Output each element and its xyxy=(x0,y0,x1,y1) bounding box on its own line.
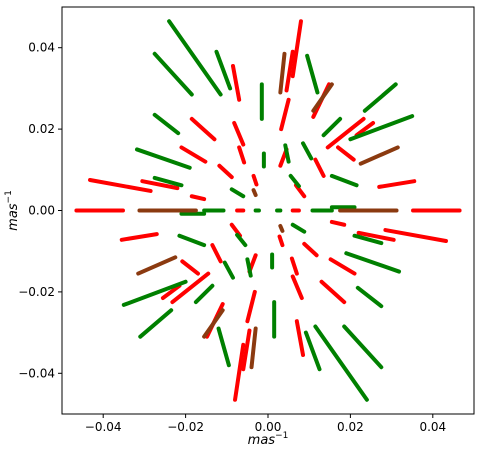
green-segment xyxy=(342,324,384,370)
red-segment xyxy=(329,219,347,227)
x-tick-label: 0.00 xyxy=(255,420,282,434)
green-segment xyxy=(305,53,320,95)
x-tick-label: −0.02 xyxy=(167,420,204,434)
green-segment xyxy=(152,112,181,136)
y-tick-label: 0.04 xyxy=(28,41,55,55)
x-axis-label: mas−1 xyxy=(248,431,289,448)
green-segment xyxy=(355,285,384,309)
green-segment xyxy=(193,283,215,305)
red-segment xyxy=(356,230,396,242)
red-segment xyxy=(189,116,217,142)
red-segment xyxy=(230,64,242,102)
red-segment xyxy=(160,283,182,301)
green-segment xyxy=(216,326,231,368)
red-segment xyxy=(140,179,180,191)
y-axis-label-exponent: −1 xyxy=(4,190,14,203)
green-segment xyxy=(283,143,291,164)
brown-segment xyxy=(311,82,334,113)
green-segment xyxy=(152,51,194,97)
red-segment xyxy=(170,271,211,305)
green-segment xyxy=(290,222,307,234)
green-segment xyxy=(214,49,233,91)
green-segment xyxy=(222,260,235,280)
green-segment xyxy=(235,232,248,248)
red-segment xyxy=(210,243,223,264)
green-segment xyxy=(121,279,188,307)
red-segment xyxy=(88,177,153,193)
red-segment xyxy=(313,157,326,178)
green-segment xyxy=(245,257,253,278)
x-tick-label: 0.04 xyxy=(419,420,446,434)
red-segment xyxy=(294,319,306,357)
red-segment xyxy=(119,232,159,242)
red-segment xyxy=(336,145,356,162)
red-segment xyxy=(289,256,299,276)
red-segment xyxy=(354,120,376,138)
red-segment xyxy=(180,259,200,276)
red-segment xyxy=(290,19,303,79)
red-segment xyxy=(277,234,285,248)
green-segment xyxy=(303,330,322,372)
brown-segment xyxy=(278,51,287,95)
y-tick-label: −0.02 xyxy=(18,285,55,299)
green-segment xyxy=(138,308,174,339)
green-segment xyxy=(344,251,402,274)
series-layer xyxy=(74,19,462,402)
red-segment xyxy=(233,342,246,402)
red-segment xyxy=(279,97,291,132)
red-segment xyxy=(232,120,246,147)
x-tick-label: −0.04 xyxy=(85,420,122,434)
brown-segment xyxy=(202,308,225,339)
green-segment xyxy=(329,173,359,188)
green-segment xyxy=(177,233,207,248)
green-segment xyxy=(134,147,192,170)
green-segment xyxy=(362,82,398,113)
y-tick-label: 0.02 xyxy=(28,122,55,136)
green-segment xyxy=(229,187,246,199)
green-segment xyxy=(348,114,415,142)
red-segment xyxy=(325,116,366,150)
brown-segment xyxy=(358,145,400,166)
red-segment xyxy=(179,145,208,164)
red-segment xyxy=(237,145,247,165)
axis-layer: −0.04 −0.02 0.00 0.02 0.04 −0.04 −0.02 0.00 0.02… xyxy=(18,41,446,434)
red-segment xyxy=(319,279,347,305)
y-tick-label: 0.00 xyxy=(28,204,55,218)
red-segment xyxy=(251,173,259,187)
red-segment xyxy=(241,328,252,372)
red-segment xyxy=(245,289,257,324)
green-segment xyxy=(313,324,369,402)
green-segment xyxy=(301,141,314,161)
y-tick-label: −0.04 xyxy=(18,366,55,380)
brown-segment xyxy=(278,223,285,233)
x-axis-label-exponent: −1 xyxy=(275,431,288,441)
green-segment xyxy=(152,175,184,188)
y-axis-label: mas−1 xyxy=(4,190,21,231)
red-segment xyxy=(189,194,207,202)
green-segment xyxy=(288,173,301,189)
green-segment xyxy=(352,233,384,246)
green-segment xyxy=(321,116,343,138)
red-segment xyxy=(377,179,417,189)
red-segment xyxy=(302,241,319,258)
brown-segment xyxy=(249,326,258,370)
red-segment xyxy=(217,163,234,180)
brown-segment xyxy=(136,255,178,276)
brown-segment xyxy=(251,188,258,198)
y-axis-label-base: mas xyxy=(6,203,21,231)
x-axis-label-base: mas xyxy=(248,433,276,448)
x-tick-label: 0.02 xyxy=(337,420,364,434)
red-segment xyxy=(328,257,357,276)
green-segment xyxy=(167,19,223,97)
red-segment xyxy=(290,274,304,301)
red-segment xyxy=(284,49,295,93)
red-segment xyxy=(383,228,448,244)
